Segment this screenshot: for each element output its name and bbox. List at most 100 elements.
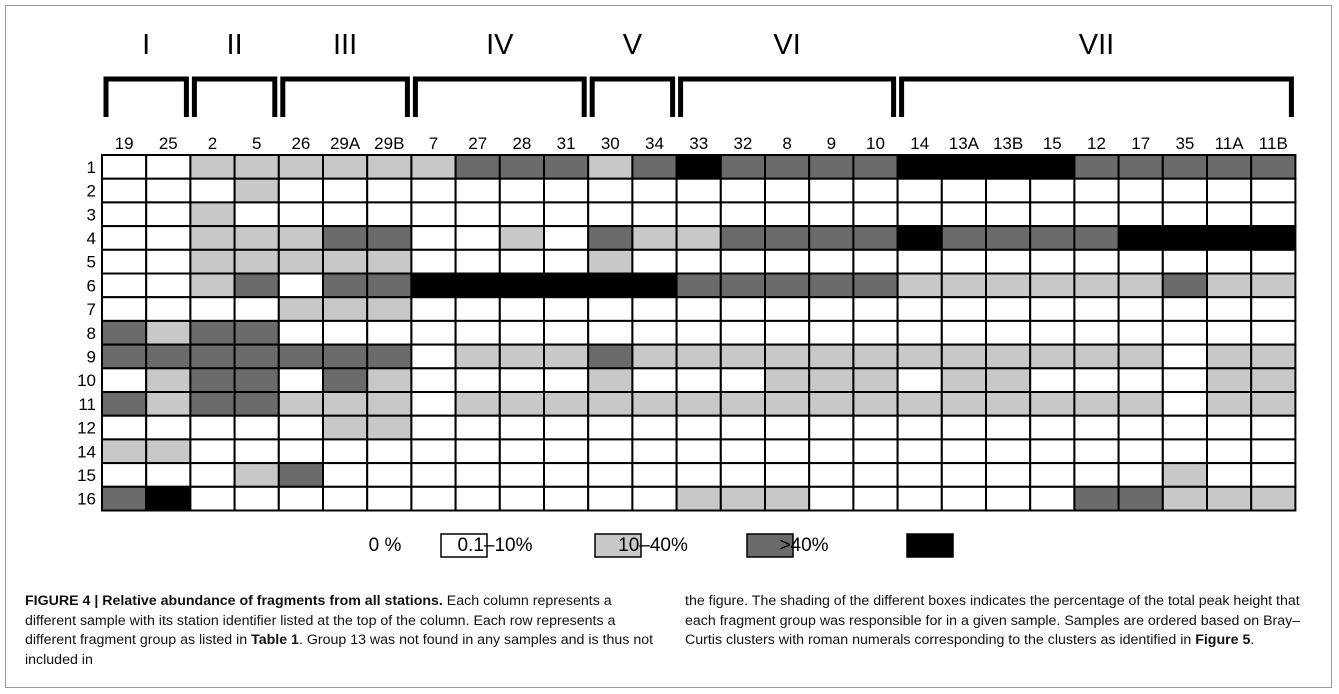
cell-r10-c26 xyxy=(277,367,324,393)
cell-r11-c13A xyxy=(940,391,987,417)
cell-r15-c29A xyxy=(322,462,369,488)
cluster-bracket-II xyxy=(191,76,278,117)
cell-r16-c8 xyxy=(764,485,811,512)
cell-r3-c35 xyxy=(1161,201,1209,228)
cell-r3-c32 xyxy=(719,201,766,228)
cluster-bracket-III xyxy=(280,76,410,117)
row-label-6: 6 xyxy=(87,276,96,295)
column-label-35: 35 xyxy=(1175,134,1194,153)
cell-r14-c13B xyxy=(985,438,1032,465)
cell-r14-c35 xyxy=(1161,438,1209,465)
cell-r4-c35 xyxy=(1161,225,1209,251)
cell-r16-c13A xyxy=(940,485,987,512)
cell-r6-c11A xyxy=(1206,272,1253,299)
cell-r12-c8 xyxy=(764,414,811,441)
cell-r5-c35 xyxy=(1161,248,1209,275)
cell-r16-c5 xyxy=(233,485,280,512)
cell-r12-c13A xyxy=(940,414,987,441)
cell-r8-c11B xyxy=(1250,319,1297,346)
row-label-5: 5 xyxy=(87,253,96,272)
column-label-32: 32 xyxy=(733,134,752,153)
cell-r4-c12 xyxy=(1073,225,1120,251)
cell-r7-c8 xyxy=(764,296,811,322)
legend-swatch-2 xyxy=(746,533,794,558)
cell-r2-c26 xyxy=(277,177,324,204)
legend-label-0: 0 % xyxy=(369,535,402,556)
column-label-13B: 13B xyxy=(993,134,1023,153)
cell-r6-c31 xyxy=(543,272,590,299)
legend-swatch-3 xyxy=(906,533,954,558)
cell-r1-c2 xyxy=(189,154,236,180)
cell-r7-c12 xyxy=(1073,296,1120,322)
cell-r16-c17 xyxy=(1117,485,1164,512)
cell-r15-c34 xyxy=(631,462,678,488)
cell-r4-c29B xyxy=(366,225,413,251)
column-label-13A: 13A xyxy=(949,134,980,153)
cell-r6-c2 xyxy=(189,272,236,299)
cell-r6-c15 xyxy=(1029,272,1076,299)
cell-r8-c2 xyxy=(189,319,236,346)
cell-r9-c29B xyxy=(366,343,413,370)
cell-r1-c26 xyxy=(277,154,324,180)
caption-figure-label: FIGURE 4 | Relative abundance of fragmen… xyxy=(25,593,443,609)
cell-r16-c29B xyxy=(366,485,413,512)
cell-r4-c31 xyxy=(543,225,590,251)
legend-label-3: >40% xyxy=(779,535,828,556)
cell-r3-c25 xyxy=(145,201,192,228)
cell-r15-c31 xyxy=(543,462,590,488)
cell-r5-c12 xyxy=(1073,248,1120,275)
row-label-14: 14 xyxy=(77,442,96,461)
cell-r1-c32 xyxy=(719,154,766,180)
column-label-29A: 29A xyxy=(330,134,361,153)
cell-r6-c35 xyxy=(1161,272,1209,299)
cell-r2-c35 xyxy=(1161,177,1209,204)
cell-r1-c10 xyxy=(852,154,899,180)
cell-r14-c32 xyxy=(719,438,766,465)
cell-r2-c32 xyxy=(719,177,766,204)
cell-r5-c31 xyxy=(543,248,590,275)
column-label-30: 30 xyxy=(601,134,620,153)
cell-r10-c9 xyxy=(808,367,855,393)
cell-r2-c27 xyxy=(454,177,501,204)
cell-r3-c34 xyxy=(631,201,678,228)
cell-r15-c11B xyxy=(1250,462,1297,488)
cell-r10-c13A xyxy=(940,367,987,393)
cell-r4-c33 xyxy=(675,225,722,251)
cell-r7-c14 xyxy=(896,296,943,322)
cell-r5-c34 xyxy=(631,248,678,275)
cell-r9-c15 xyxy=(1029,343,1076,370)
cell-r7-c7 xyxy=(410,296,457,322)
cell-r14-c17 xyxy=(1117,438,1164,465)
cell-r4-c13B xyxy=(985,225,1032,251)
cell-r6-c33 xyxy=(675,272,722,299)
cell-r11-c31 xyxy=(543,391,590,417)
cell-r16-c31 xyxy=(543,485,590,512)
cell-r9-c19 xyxy=(101,343,148,370)
column-labels: 19 25 2 5 26 29A 29B 7 27 28 31 30 34 33 32 8 9 10 14 13A 13… xyxy=(115,134,1288,153)
cluster-label-VI: VI xyxy=(773,29,800,61)
cell-r8-c34 xyxy=(631,319,678,346)
cell-r11-c19 xyxy=(101,391,148,417)
caption-figure-ref[interactable]: Figure 5 xyxy=(1195,632,1251,648)
cell-r7-c25 xyxy=(145,296,192,322)
cell-r10-c14 xyxy=(896,367,943,393)
cell-r6-c28 xyxy=(498,272,545,299)
cell-r12-c33 xyxy=(675,414,722,441)
cell-r9-c11A xyxy=(1206,343,1253,370)
cell-r3-c33 xyxy=(675,201,722,228)
cell-r3-c14 xyxy=(896,201,943,228)
cell-r8-c15 xyxy=(1029,319,1076,346)
cell-r4-c5 xyxy=(233,225,280,251)
cell-r15-c26 xyxy=(277,462,324,488)
cell-r1-c19 xyxy=(101,154,148,180)
cluster-label-I: I xyxy=(142,29,150,61)
cell-r1-c28 xyxy=(498,154,545,180)
caption-table-ref[interactable]: Table 1 xyxy=(251,632,299,648)
row-label-16: 16 xyxy=(77,490,96,509)
cell-r8-c8 xyxy=(764,319,811,346)
cell-r8-c5 xyxy=(233,319,280,346)
cell-r14-c10 xyxy=(852,438,899,465)
cell-r14-c8 xyxy=(764,438,811,465)
cell-r4-c17 xyxy=(1117,225,1164,251)
figure-frame xyxy=(5,5,1332,688)
